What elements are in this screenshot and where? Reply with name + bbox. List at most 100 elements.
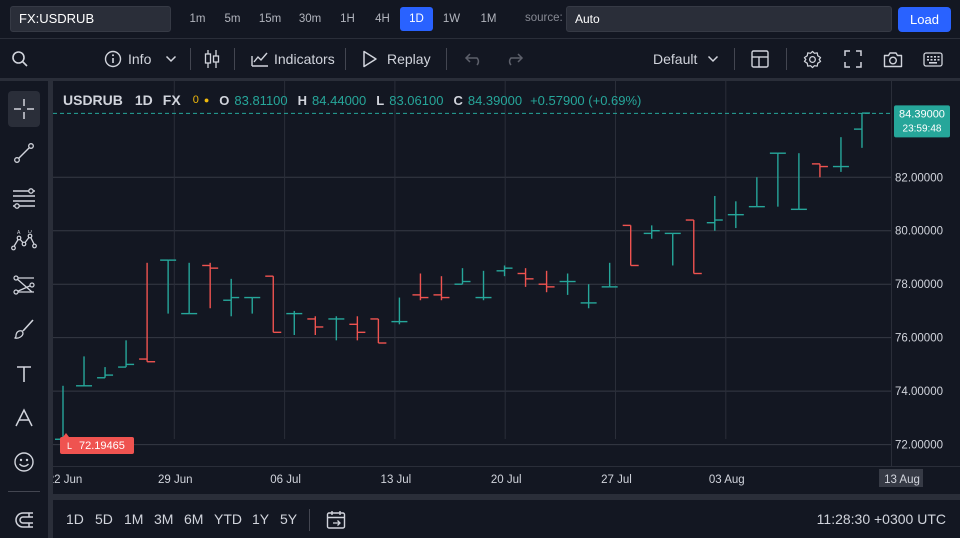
ohlc-bar: [622, 224, 639, 267]
price-axis-label: 78.00000: [895, 279, 943, 291]
time-axis-label: 13 Jul: [381, 474, 412, 486]
ohlc-bar: [832, 137, 849, 172]
settings-button[interactable]: [803, 39, 822, 79]
interval-1w[interactable]: 1W: [442, 13, 461, 25]
text-tool[interactable]: [8, 356, 40, 392]
measure-tool[interactable]: [8, 400, 40, 436]
toolbar-divider: [234, 48, 235, 70]
layout-label: Default: [653, 51, 698, 67]
interval-1mo[interactable]: 1M: [480, 13, 497, 25]
time-axis-label: 13 Aug: [884, 474, 920, 486]
search-button[interactable]: [11, 39, 29, 79]
info-button[interactable]: Info: [104, 39, 177, 79]
ohlc-bar: [580, 284, 597, 309]
range-6m[interactable]: 6M: [184, 511, 204, 527]
play-icon: [363, 50, 377, 68]
replay-label: Replay: [387, 51, 431, 67]
magnet-tool[interactable]: [8, 502, 40, 538]
emoji-tool[interactable]: [8, 444, 40, 480]
legend-open-key: O: [219, 92, 230, 108]
time-axis-label: 29 Jun: [158, 474, 193, 486]
legend-low-key: L: [376, 92, 385, 108]
interval-15m[interactable]: 15m: [258, 13, 282, 25]
legend-exchange: FX: [162, 92, 181, 108]
last-price-badge: [894, 105, 950, 138]
price-axis-label: 76.00000: [895, 333, 943, 345]
keyboard-button[interactable]: [923, 39, 943, 79]
brush-tool[interactable]: [8, 311, 40, 347]
range-1y[interactable]: 1Y: [252, 511, 270, 527]
layout-button[interactable]: [751, 39, 769, 79]
keyboard-icon: [923, 51, 943, 67]
chart-pane[interactable]: 72.00000 74.00000 76.00000 78.00000 80.00000…: [53, 81, 960, 494]
legend-high: 84.44000: [312, 92, 367, 108]
ohlc-bar: [559, 273, 576, 295]
crosshair-icon: [14, 99, 34, 119]
price-chart[interactable]: 72.00000 74.00000 76.00000 78.00000 80.00000…: [53, 81, 960, 494]
legend-symbol: USDRUB: [63, 92, 123, 108]
interval-30m[interactable]: 30m: [298, 13, 322, 25]
indicators-button[interactable]: Indicators: [251, 39, 335, 79]
low-marker-pointer: [63, 433, 69, 437]
layout-selector[interactable]: Default: [653, 39, 719, 79]
source-input[interactable]: Auto: [566, 6, 892, 32]
fib-tool[interactable]: [8, 180, 40, 216]
prediction-tool[interactable]: [8, 267, 40, 303]
range-ytd[interactable]: YTD: [214, 511, 242, 527]
ohlc-bar: [391, 297, 408, 325]
interval-4h[interactable]: 4H: [375, 13, 390, 25]
legend-zero: 0: [192, 94, 199, 106]
last-price-label: 84.39000: [899, 108, 945, 120]
ohlc-bar: [475, 270, 492, 301]
chart-type-button[interactable]: [203, 39, 221, 79]
date-axis-highlight: [879, 469, 923, 487]
ohlc-bar: [748, 177, 765, 208]
ohlc-bar: [286, 310, 303, 335]
layout-icon: [751, 50, 769, 68]
load-button[interactable]: Load: [898, 7, 951, 32]
interval-1d[interactable]: 1D: [400, 7, 433, 31]
toolbar-divider: [190, 48, 191, 70]
interval-5m[interactable]: 5m: [224, 13, 241, 25]
bottom-bar: 1D 5D 1M 3M 6M YTD 1Y 5Y 11:28:30 +0300 …: [53, 500, 960, 538]
ohlc-bar: [97, 367, 114, 379]
ohlc-bar: [853, 112, 870, 148]
ohlc-bar: [160, 259, 177, 314]
svg-text:D: D: [28, 230, 32, 235]
screenshot-button[interactable]: [883, 39, 903, 79]
ohlc-bar: [139, 262, 156, 363]
ohlc-bar: [433, 276, 450, 301]
text-icon: [17, 366, 31, 382]
ohlc-bar: [538, 270, 555, 293]
range-3m[interactable]: 3M: [154, 511, 174, 527]
range-1d[interactable]: 1D: [66, 511, 84, 527]
clock: 11:28:30 +0300 UTC: [816, 511, 946, 527]
interval-1h[interactable]: 1H: [340, 13, 355, 25]
go-to-date-button[interactable]: [326, 510, 346, 535]
range-1m[interactable]: 1M: [124, 511, 144, 527]
svg-text:A: A: [17, 230, 21, 236]
ohlc-bar: [790, 153, 807, 211]
time-axis-label: 22 Jun: [53, 474, 82, 486]
symbol-input[interactable]: FX:USDRUB: [10, 6, 171, 32]
redo-button[interactable]: [504, 39, 524, 79]
replay-button[interactable]: Replay: [362, 39, 431, 79]
trend-line-icon: [14, 143, 34, 163]
trend-line-tool[interactable]: [8, 135, 40, 171]
undo-button[interactable]: [464, 39, 484, 79]
range-5y[interactable]: 5Y: [280, 511, 298, 527]
info-label: Info: [128, 51, 152, 67]
ohlc-bar: [811, 163, 828, 178]
legend-close: 84.39000: [467, 92, 523, 108]
smiley-icon: [14, 452, 34, 472]
range-5d[interactable]: 5D: [95, 511, 113, 527]
countdown-label: 23:59:48: [903, 123, 942, 134]
interval-1m[interactable]: 1m: [189, 13, 206, 25]
crosshair-tool[interactable]: [8, 91, 40, 127]
ohlc-bar: [643, 225, 660, 239]
legend-low: 83.06100: [389, 92, 444, 108]
fullscreen-button[interactable]: [844, 39, 862, 79]
ohlc-bar: [307, 316, 324, 335]
camera-icon: [883, 51, 903, 67]
